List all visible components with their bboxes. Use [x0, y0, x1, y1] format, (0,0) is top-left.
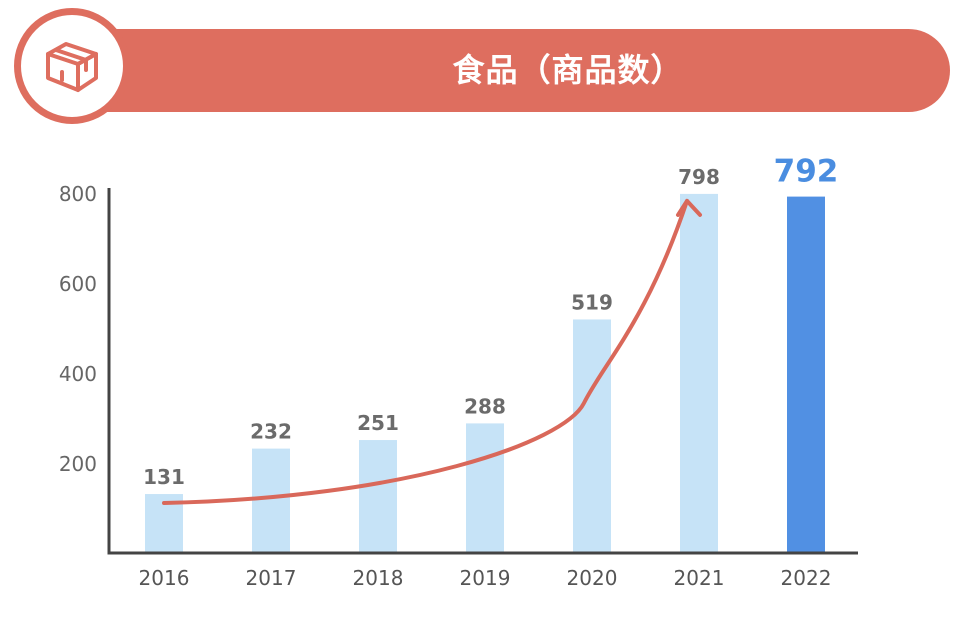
x-tick-label: 2020 — [567, 566, 618, 590]
x-tick-label: 2022 — [781, 566, 832, 590]
y-tick-label: 600 — [59, 272, 97, 296]
y-tick-label: 200 — [59, 452, 97, 476]
data-label: 131 — [143, 465, 185, 489]
y-tick-label: 800 — [59, 182, 97, 206]
growth-trend-arrow — [162, 198, 689, 505]
package-box-icon — [46, 42, 98, 92]
bar — [466, 423, 504, 553]
y-tick-label: 400 — [59, 362, 97, 386]
data-label-highlight: 792 — [774, 154, 839, 190]
data-label: 519 — [571, 290, 613, 314]
bar — [573, 319, 611, 553]
bar — [680, 193, 718, 553]
title-banner: 食品（商品数） — [66, 29, 950, 112]
growth-trend-arrowhead — [676, 198, 702, 217]
data-label: 798 — [678, 165, 720, 189]
bar — [252, 448, 290, 553]
x-tick-label: 2018 — [353, 566, 404, 590]
data-label: 251 — [357, 411, 399, 435]
x-tick-label: 2021 — [674, 566, 725, 590]
bar — [359, 440, 397, 553]
x-tick-label: 2019 — [460, 566, 511, 590]
x-tick-label: 2016 — [139, 566, 190, 590]
icon-badge — [14, 8, 130, 124]
bar-highlight — [787, 196, 825, 553]
chart-title: 食品（商品数） — [452, 51, 684, 89]
data-label: 232 — [250, 420, 292, 444]
data-label: 288 — [464, 394, 506, 418]
x-tick-label: 2017 — [246, 566, 297, 590]
